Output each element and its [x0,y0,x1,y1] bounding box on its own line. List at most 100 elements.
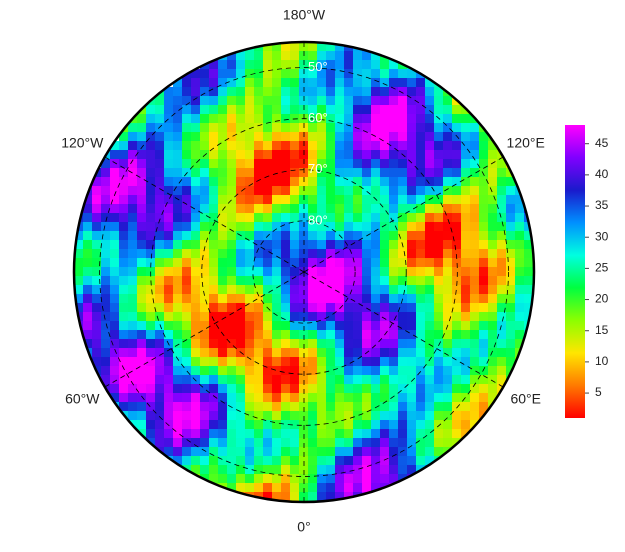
field-cell [515,231,525,241]
field-cell [407,357,417,367]
field-cell [416,357,426,367]
field-cell [389,474,399,484]
field-cell [191,375,201,385]
field-cell [434,339,444,349]
field-cell [272,285,282,295]
field-cell [254,267,264,277]
field-cell [443,141,453,151]
field-cell [263,366,273,376]
field-cell [182,303,192,313]
field-cell [524,348,534,358]
field-cell [335,303,345,313]
field-cell [200,78,210,88]
field-cell [191,69,201,79]
field-cell [317,222,327,232]
field-cell [398,330,408,340]
field-cell [137,141,147,151]
field-cell [362,177,372,187]
field-cell [128,330,138,340]
field-cell [488,141,498,151]
field-cell [263,285,273,295]
field-cell [425,204,435,214]
field-cell [443,438,453,448]
field-cell [470,150,480,160]
field-cell [110,240,120,250]
field-cell [398,447,408,457]
field-cell [425,123,435,133]
field-cell [353,267,363,277]
field-cell [398,168,408,178]
field-cell [299,303,309,313]
field-cell [380,375,390,385]
field-cell [200,168,210,178]
field-cell [326,294,336,304]
field-cell [110,303,120,313]
field-cell [146,222,156,232]
field-cell [209,114,219,124]
field-cell [146,105,156,115]
field-cell [218,294,228,304]
field-cell [506,294,516,304]
field-cell [290,465,300,475]
field-cell [353,411,363,421]
field-cell [488,123,498,133]
field-cell [317,177,327,187]
field-cell [155,420,165,430]
field-cell [137,312,147,322]
field-cell [173,240,183,250]
field-cell [353,96,363,106]
field-cell [236,411,246,421]
field-cell [263,339,273,349]
field-cell [479,357,489,367]
field-cell [434,231,444,241]
field-cell [218,348,228,358]
field-cell [245,402,255,412]
field-cell [398,456,408,466]
field-cell [155,123,165,133]
field-cell [254,159,264,169]
field-cell [182,375,192,385]
field-cell [290,51,300,61]
field-cell [425,231,435,241]
field-cell [416,186,426,196]
field-cell [200,348,210,358]
field-cell [191,186,201,196]
field-cell [470,438,480,448]
field-cell [488,366,498,376]
field-cell [272,267,282,277]
field-cell [236,249,246,259]
field-cell [290,123,300,133]
field-cell [254,150,264,160]
field-cell [245,168,255,178]
field-cell [362,114,372,124]
field-cell [146,375,156,385]
field-cell [164,258,174,268]
field-cell [227,393,237,403]
field-cell [326,339,336,349]
field-cell [362,186,372,196]
field-cell [164,132,174,142]
field-cell [371,141,381,151]
field-cell [506,177,516,187]
field-cell [92,195,102,205]
field-cell [263,294,273,304]
field-cell [443,195,453,205]
field-cell [245,159,255,169]
field-cell [218,366,228,376]
field-cell [92,177,102,187]
field-cell [119,159,129,169]
field-cell [236,51,246,61]
field-cell [182,456,192,466]
field-cell [164,240,174,250]
field-cell [290,60,300,70]
field-cell [146,168,156,178]
field-cell [389,384,399,394]
field-cell [209,348,219,358]
field-cell [245,267,255,277]
field-cell [290,42,300,52]
field-cell [263,69,273,79]
field-cell [389,240,399,250]
field-cell [308,447,318,457]
field-cell [407,105,417,115]
field-cell [344,78,354,88]
